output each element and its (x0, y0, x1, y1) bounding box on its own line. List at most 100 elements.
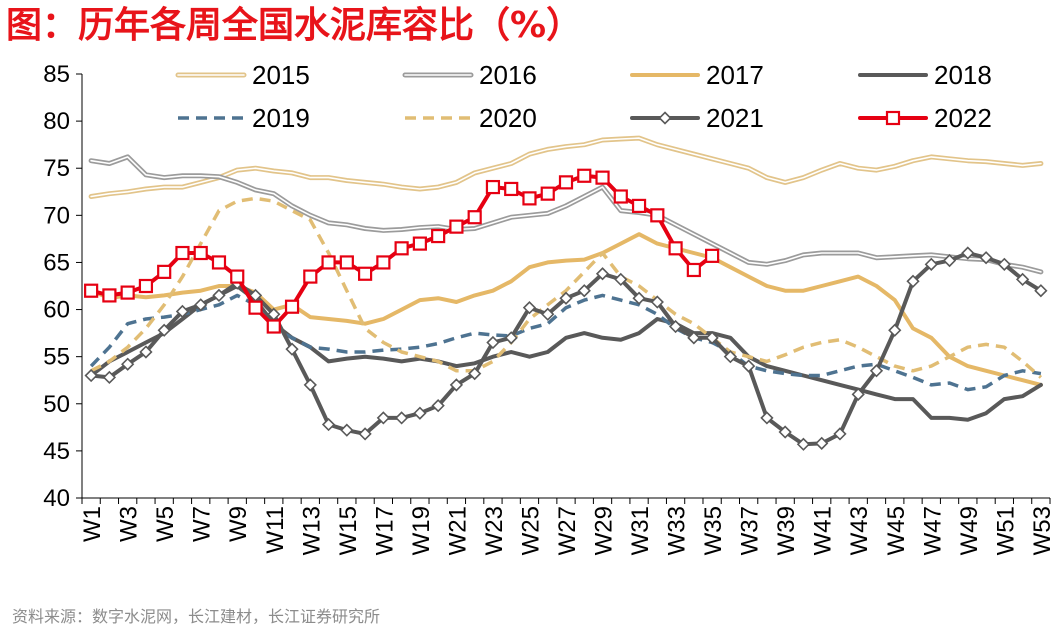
x-tick-label: W35 (700, 506, 727, 555)
y-tick-label: 60 (43, 297, 70, 324)
legend: 2015 2016 2017 2018 2019 2020 2021 2022 (175, 60, 992, 133)
series-2022-point (431, 228, 446, 244)
series-2021-point (504, 331, 518, 345)
series-2022-point (705, 248, 720, 263)
series-2021-point (833, 427, 847, 441)
series-2022-point (504, 181, 519, 197)
series-2022-point (686, 262, 701, 278)
series-2021-point (449, 378, 464, 392)
x-tick-label: W7 (189, 506, 216, 542)
series-2021-point (924, 257, 938, 271)
series-2021-point (595, 267, 610, 281)
series-2019 (89, 293, 1042, 392)
series-2022-point (577, 168, 592, 183)
series-2022-point (84, 283, 99, 298)
legend-label-2017: 2017 (706, 60, 764, 90)
series-2022-point (449, 219, 464, 234)
legend-label-2016: 2016 (479, 60, 537, 90)
series-2022-point (211, 255, 227, 270)
series-2022-point (157, 264, 172, 279)
series-2022-point (284, 299, 300, 314)
series-2022-point (303, 269, 318, 284)
series-2021-point (212, 288, 226, 303)
series-2022-point (248, 300, 263, 315)
x-tick-label: W15 (335, 506, 362, 555)
series-2022-point (357, 266, 373, 281)
legend-label-2018: 2018 (934, 60, 992, 90)
series-2021-point (723, 350, 738, 364)
x-tick-label: W33 (664, 506, 691, 555)
series-2021-point (632, 291, 646, 305)
series-2021-point (1015, 272, 1030, 287)
series-2021-point (979, 251, 993, 265)
y-tick-label: 70 (43, 202, 70, 229)
legend-label-2022: 2022 (934, 103, 992, 133)
legend-item-2016: 2016 (402, 60, 537, 90)
series-2021-point (687, 331, 701, 345)
series-2021-point (321, 417, 336, 432)
series-2022-point (668, 241, 683, 256)
series-2021-point (851, 387, 865, 401)
series-2021-point (742, 359, 756, 373)
y-tick-label: 40 (43, 485, 70, 512)
series-2021-point (376, 411, 390, 425)
source-note: 资料来源：数字水泥网，长江建材，长江证券研究所 (12, 607, 381, 626)
y-tick-label: 80 (43, 108, 70, 135)
legend-marker-2021 (658, 111, 672, 125)
series-2021-point (285, 342, 299, 356)
series-2022-point (613, 189, 628, 204)
series-2015-line-inner (90, 137, 1042, 198)
series-2021-point (1034, 284, 1048, 298)
x-tick-label: W39 (773, 506, 800, 555)
series-2016 (88, 154, 1044, 275)
series-2015 (88, 135, 1044, 199)
series-2021-point (541, 307, 555, 321)
series-2021-point (303, 378, 317, 392)
series-2022-point (138, 278, 154, 294)
series-2022-point (175, 245, 190, 261)
series-2021-point (194, 298, 208, 312)
series-2022-point (230, 269, 245, 284)
series-layer (84, 135, 1048, 451)
series-2021-point (413, 406, 427, 420)
chart-title: 图：历年各周全国水泥库容比（%） (6, 5, 583, 46)
series-2021-point (815, 436, 829, 450)
x-tick-label: W47 (919, 506, 946, 555)
legend-item-2015: 2015 (175, 60, 310, 90)
series-2021-point (340, 423, 354, 437)
legend-item-2019: 2019 (178, 103, 310, 133)
x-tick-label: W51 (992, 506, 1019, 555)
series-2021-point (778, 425, 792, 439)
x-tick-label: W17 (371, 506, 398, 555)
x-tick-label: W29 (591, 506, 618, 555)
x-tick-label: W19 (408, 506, 435, 555)
series-2022-point (631, 198, 647, 214)
series-2022-point (376, 255, 391, 270)
series-2021-point (888, 323, 902, 337)
x-tick-label: W13 (298, 506, 325, 555)
y-tick-label: 85 (43, 61, 70, 88)
series-2019-line (89, 293, 1042, 392)
series-2021 (84, 246, 1048, 451)
series-2022-point (412, 236, 427, 251)
series-2022-point (522, 191, 537, 206)
series-2022-point (485, 179, 501, 195)
series-2021-point (577, 284, 591, 298)
x-tick-label: W53 (1029, 506, 1056, 555)
x-tick-label: W25 (517, 506, 544, 555)
legend-label-2021: 2021 (706, 103, 764, 133)
x-tick-label: W1 (79, 506, 106, 542)
series-2022-point (540, 186, 555, 201)
series-2021-point (869, 364, 884, 378)
x-tick-label: W9 (225, 506, 252, 542)
series-2022-point (595, 170, 610, 185)
series-2021-point (157, 323, 171, 337)
legend-item-2021: 2021 (630, 103, 764, 133)
series-2022-point (120, 285, 135, 300)
legend-label-2015: 2015 (252, 60, 310, 90)
series-2021-point (139, 345, 153, 359)
series-2022-point (321, 255, 336, 270)
series-2022-point (467, 210, 482, 225)
series-2022-point (193, 245, 208, 261)
series-2021-point (942, 253, 957, 268)
